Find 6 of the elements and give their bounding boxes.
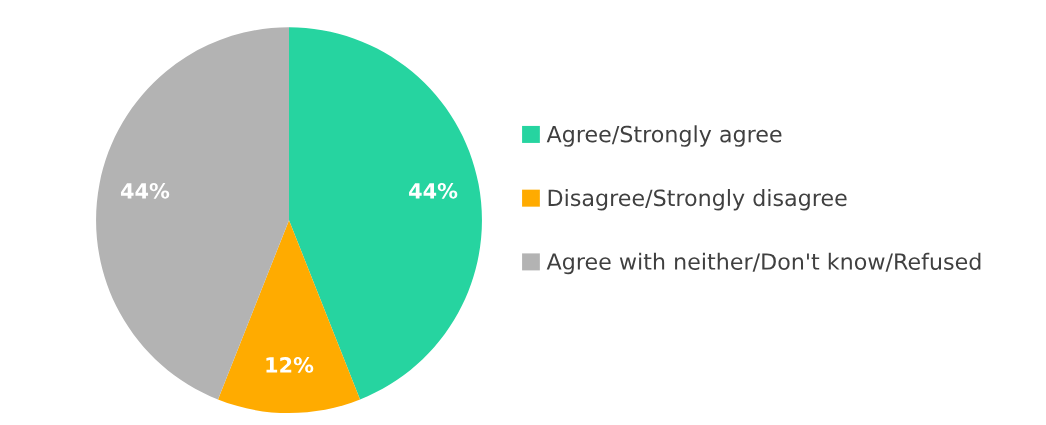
data-label: 12%: [266, 357, 314, 373]
legend-label: Agree/Strongly agree: [546, 125, 782, 147]
data-label: 44%: [409, 182, 458, 199]
data-label: 44%: [120, 182, 170, 199]
legend-label: Agree with neither/Don't know/Refused: [546, 252, 981, 275]
legend-label: Disagree/Strongly disagree: [548, 189, 847, 211]
